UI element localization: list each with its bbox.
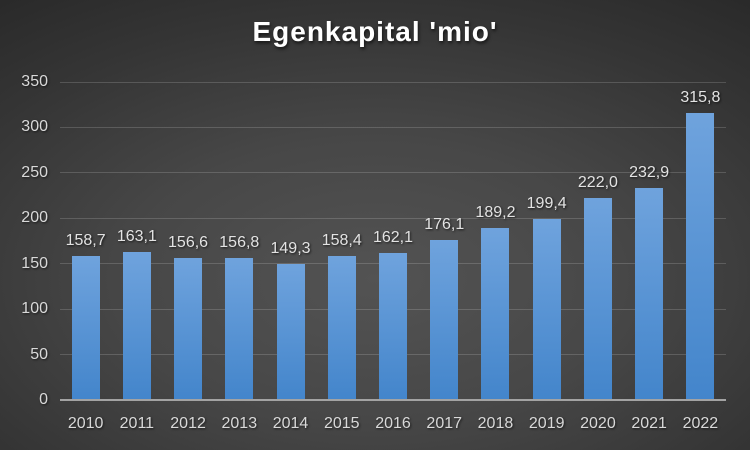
y-axis-tick-label: 350 [21, 73, 48, 90]
bar-value-label-2013: 156,8 [219, 233, 260, 251]
bar-2016 [379, 252, 407, 400]
x-axis-tick-label-2019: 2019 [528, 415, 565, 432]
bar-value-label-2010: 158,7 [65, 231, 106, 249]
gridline-200 [60, 217, 726, 219]
bar-2022 [686, 113, 715, 400]
bar-2010 [71, 255, 100, 400]
bar-value-label-2019: 199,4 [526, 194, 567, 212]
bar-2015 [327, 256, 356, 400]
bar-2019 [532, 218, 561, 400]
bar-2020 [583, 198, 612, 400]
y-axis-tick-label: 250 [21, 163, 48, 181]
x-axis-tick-label-2016: 2016 [375, 415, 411, 432]
gridline-250 [60, 172, 726, 174]
bar-2012 [174, 257, 203, 400]
y-axis-tick-label: 100 [21, 300, 48, 318]
x-axis-tick-label-2015: 2015 [323, 415, 360, 432]
x-axis-tick-label-2017: 2017 [426, 415, 463, 432]
bar-2014 [276, 264, 305, 400]
y-axis-tick-label: 50 [30, 345, 48, 363]
bar-value-label-2016: 162,1 [372, 228, 414, 246]
bar-value-label-2017: 176,1 [424, 216, 465, 233]
x-axis-tick-label-2011: 2011 [119, 415, 155, 432]
bar-value-label-2020: 222,0 [577, 174, 618, 192]
gridline-350 [60, 81, 726, 83]
bar-2017 [430, 240, 459, 400]
bar-value-label-2014: 149,3 [270, 240, 311, 258]
bar-2013 [225, 257, 254, 400]
x-axis-tick-label-2012: 2012 [170, 415, 206, 432]
y-axis-tick-label: 300 [21, 118, 48, 136]
y-axis-tick-label: 150 [21, 254, 48, 272]
bar-value-label-2015: 158,4 [321, 232, 362, 250]
x-axis-tick-label-2018: 2018 [477, 415, 514, 432]
x-axis-line [60, 399, 726, 401]
bar-value-label-2012: 156,6 [168, 233, 209, 251]
bar-value-label-2021: 232,9 [629, 164, 670, 182]
bar-2021 [635, 188, 664, 400]
x-axis-tick-label-2014: 2014 [272, 415, 309, 432]
bar-value-label-2022: 315,8 [680, 89, 721, 107]
y-axis-tick-label: 200 [21, 209, 48, 227]
bar-2011 [122, 251, 151, 400]
bar-2018 [481, 228, 510, 400]
bar-value-label-2018: 189,2 [475, 204, 516, 222]
y-axis-tick-label: 0 [39, 391, 48, 408]
x-axis-tick-label-2013: 2013 [221, 415, 258, 432]
x-axis-tick-label-2010: 2010 [67, 415, 104, 432]
x-axis-tick-label-2021: 2021 [631, 415, 667, 432]
gridline-300 [60, 126, 726, 128]
x-axis-tick-label-2020: 2020 [580, 415, 616, 432]
x-axis-tick-label-2022: 2022 [682, 415, 719, 432]
bar-value-label-2011: 163,1 [116, 227, 157, 245]
chart-title: Egenkapital 'mio' [252, 16, 498, 47]
